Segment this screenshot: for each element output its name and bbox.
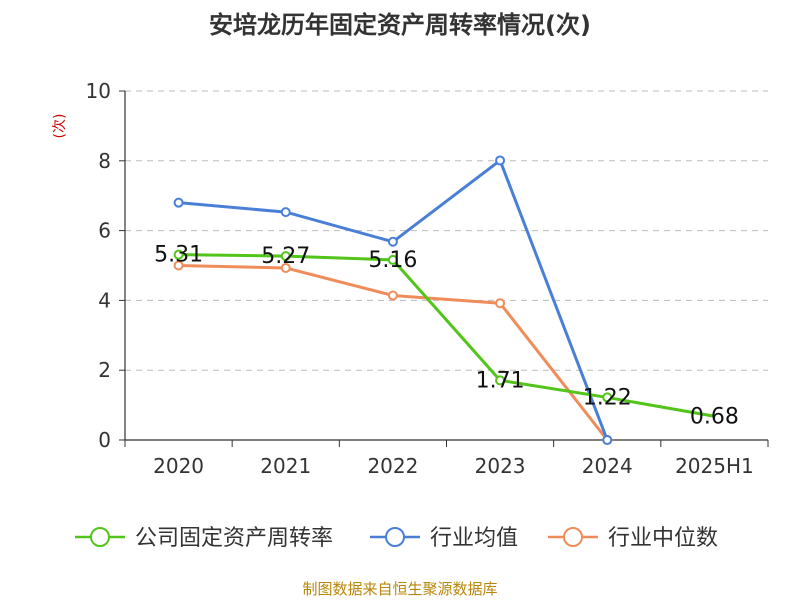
x-tick-label: 2022 — [367, 454, 418, 478]
legend-marker — [385, 527, 405, 547]
y-tick-label: 4 — [98, 288, 111, 312]
data-label: 0.68 — [690, 404, 739, 429]
chart-title: 安培龙历年固定资产周转率情况(次) — [209, 11, 591, 39]
data-point — [495, 155, 506, 166]
legend-marker — [90, 527, 110, 547]
legend-marker — [563, 527, 583, 547]
data-label: 1.22 — [583, 385, 632, 410]
data-point — [173, 260, 184, 271]
y-tick-label: 2 — [98, 358, 111, 382]
series-lines — [173, 155, 715, 445]
data-point — [280, 207, 291, 218]
x-tick-label: 2023 — [475, 454, 526, 478]
axes: 0 2 4 6 8 10 2020 2021 2022 2023 2024 2025H1 — [86, 79, 769, 478]
data-point — [387, 254, 398, 265]
source-note: 制图数据来自恒生聚源数据库 — [302, 580, 497, 598]
series-1 — [173, 155, 613, 445]
data-point — [495, 375, 506, 386]
series-0 — [173, 249, 715, 418]
data-point — [173, 197, 184, 208]
legend-label: 行业中位数 — [608, 526, 718, 551]
data-point — [280, 262, 291, 273]
data-labels: 5.31 5.27 5.16 1.71 1.22 0.68 — [154, 243, 739, 430]
legend: 公司固定资产周转率 行业均值 行业中位数 — [75, 526, 718, 551]
data-label: 1.71 — [476, 368, 525, 393]
data-point — [495, 298, 506, 309]
data-label: 5.27 — [261, 244, 310, 269]
gridlines — [125, 90, 768, 371]
x-tick-label: 2020 — [153, 454, 204, 478]
x-tick-label: 2021 — [260, 454, 311, 478]
data-point — [602, 435, 613, 445]
data-point — [387, 290, 398, 301]
legend-label: 行业均值 — [430, 526, 518, 551]
y-tick-label: 6 — [98, 219, 111, 243]
legend-label: 公司固定资产周转率 — [135, 526, 333, 551]
series-line — [178, 253, 715, 418]
data-point — [602, 392, 613, 403]
data-label: 5.31 — [154, 243, 203, 268]
legend-item-1: 行业均值 — [370, 526, 518, 551]
series-2 — [173, 260, 613, 445]
y-tick-label: 8 — [98, 149, 111, 173]
x-tick-label: 2024 — [582, 454, 633, 478]
legend-item-0: 公司固定资产周转率 — [75, 526, 333, 551]
y-tick-label: 10 — [86, 79, 111, 103]
y-axis-unit: (次) — [52, 114, 68, 139]
legend-item-2: 行业中位数 — [548, 526, 718, 551]
data-point — [387, 236, 398, 247]
y-tick-label: 0 — [98, 428, 111, 452]
x-tick-label: 2025H1 — [675, 454, 754, 478]
data-point — [280, 251, 291, 262]
data-label: 5.16 — [368, 248, 417, 273]
data-point — [173, 249, 184, 260]
